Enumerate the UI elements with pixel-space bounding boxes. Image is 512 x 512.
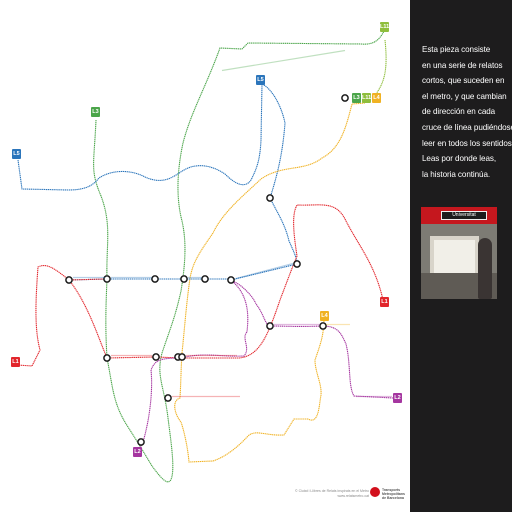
interchange-icon[interactable] <box>103 275 111 283</box>
person-icon <box>478 238 492 299</box>
interchange-icon[interactable] <box>341 94 349 102</box>
footer-credit-line: © Ciutat i Llibres de Relats inspirats e… <box>295 489 369 493</box>
interchange-icon[interactable] <box>319 322 327 330</box>
line-badge-l2-bottom[interactable]: L2 <box>133 447 142 457</box>
line-badge-l5-top[interactable]: L5 <box>256 75 265 85</box>
station-photo: Universitat <box>421 207 497 299</box>
interchange-icon[interactable] <box>180 275 188 283</box>
footer-url[interactable]: www.relatsmetro.cat <box>337 494 369 498</box>
metro-map-svg <box>16 30 394 483</box>
interchange-icon[interactable] <box>178 353 186 361</box>
tmb-brand-text: Transports Metropolitans de Barcelona <box>382 488 412 501</box>
station-nodes-group <box>65 94 349 446</box>
brand-line: Transports Metropolitans <box>382 488 405 497</box>
micro-story-text <box>221 49 346 72</box>
description-line: Esta pieza consiste <box>422 45 491 54</box>
footer-credit: © Ciutat i Llibres de Relats inspirats e… <box>289 489 369 499</box>
description-line: leer en todos los sentidos. <box>422 138 512 148</box>
line-badge-l3-right[interactable]: L3 <box>352 93 361 103</box>
line-badge-l4-right[interactable]: L4 <box>372 93 381 103</box>
line-l11-path <box>372 39 387 99</box>
interchange-icon[interactable] <box>164 394 172 402</box>
line-l5-path <box>17 83 298 265</box>
description-line: cortos, que suceden en <box>422 76 505 86</box>
interchange-icon[interactable] <box>137 438 145 446</box>
line-badge-l3-left[interactable]: L5 <box>12 149 21 159</box>
line-badge-l1-right[interactable]: L1 <box>380 297 389 307</box>
description-line: el metro, y que cambian <box>422 91 507 101</box>
description-line: la historia continúa. <box>422 169 491 179</box>
description-line: cruce de línea pudiéndose <box>422 122 512 132</box>
line-badge-l2-right[interactable]: L2 <box>393 393 402 403</box>
line-l1-branch-path <box>68 278 106 281</box>
station-sign: Universitat <box>441 211 487 220</box>
line-l2-path <box>137 280 394 454</box>
interchange-icon[interactable] <box>266 322 274 330</box>
metro-map <box>16 30 394 483</box>
interchange-icon[interactable] <box>266 194 274 202</box>
description-line: Leas por donde leas, <box>422 154 496 164</box>
metro-lines-group <box>16 30 394 483</box>
line-badge-l11-top[interactable]: L11 <box>380 22 390 32</box>
interchange-icon[interactable] <box>103 354 111 362</box>
micro-story-text <box>235 262 294 280</box>
interchange-icon[interactable] <box>151 275 159 283</box>
description-text: Esta pieza consiste en una serie de rela… <box>422 42 512 182</box>
micro-text-group <box>73 49 392 398</box>
line-badge-l3-top[interactable]: L3 <box>91 107 100 117</box>
interchange-icon[interactable] <box>201 275 209 283</box>
interchange-icon[interactable] <box>152 353 160 361</box>
line-l1-path <box>16 204 384 367</box>
line-badge-l4-mid[interactable]: L4 <box>320 311 329 321</box>
line-badge-l11-right[interactable]: L11 <box>362 93 372 103</box>
line-l3-path <box>93 30 385 483</box>
line-l4-path <box>174 102 366 463</box>
description-line: de dirección en cada <box>422 107 496 117</box>
poster-icon <box>430 236 479 277</box>
interchange-icon[interactable] <box>293 260 301 268</box>
interchange-icon[interactable] <box>65 276 73 284</box>
interchange-icon[interactable] <box>227 276 235 284</box>
brand-line: de Barcelona <box>382 496 404 501</box>
line-badge-l1-left[interactable]: L1 <box>11 357 20 367</box>
description-line: en una serie de relatos <box>422 60 503 70</box>
tmb-logo-icon <box>370 487 380 497</box>
